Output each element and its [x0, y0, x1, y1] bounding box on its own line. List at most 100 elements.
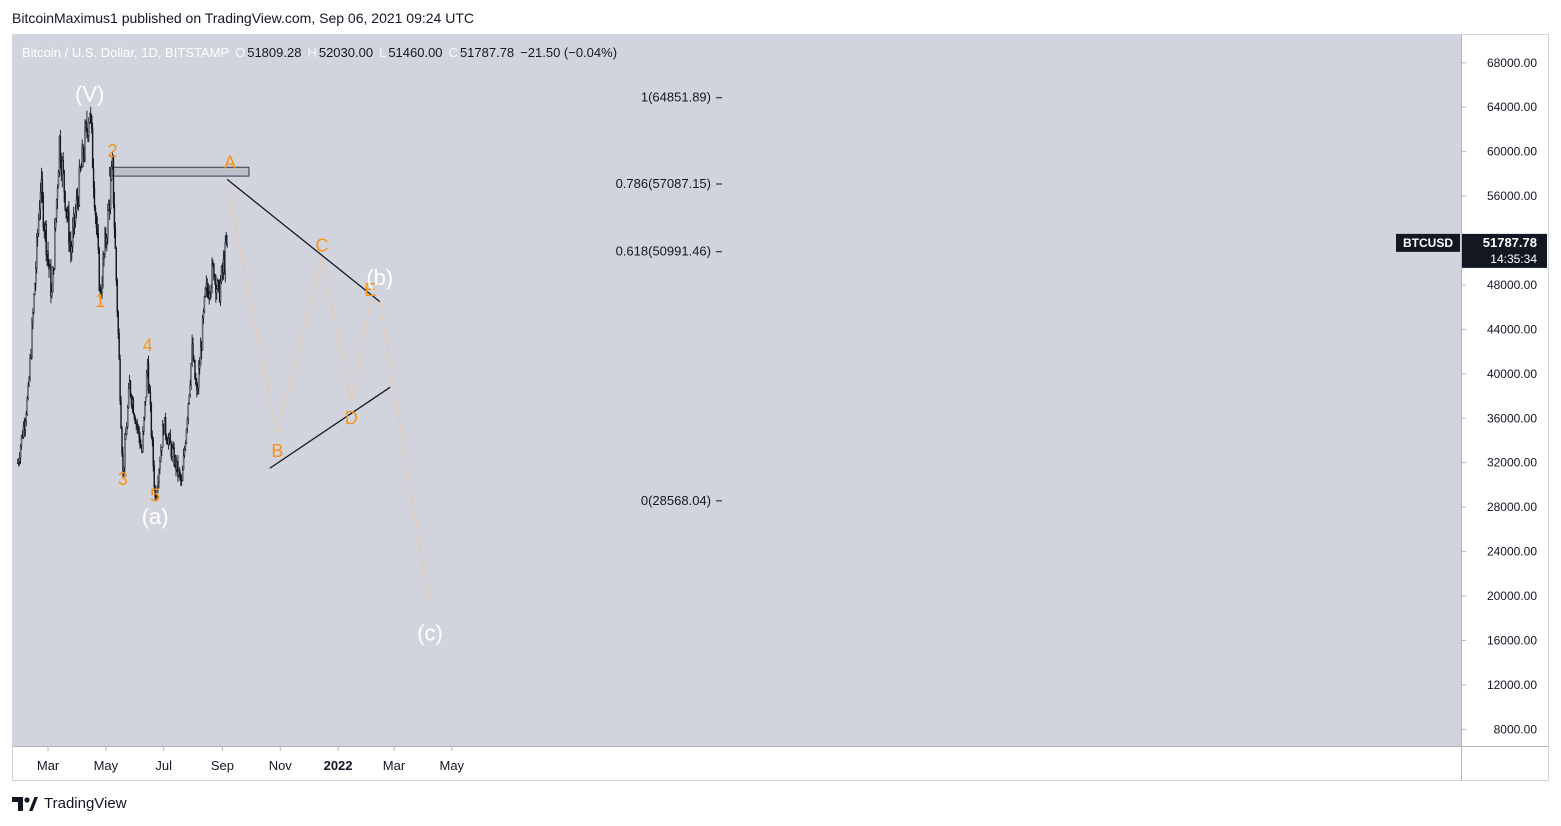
candle-body-down — [192, 343, 194, 361]
wave-label: A — [224, 152, 236, 172]
candle-body-up — [190, 363, 192, 386]
candle — [74, 204, 77, 228]
candle — [22, 421, 25, 439]
candle-body-down — [132, 399, 135, 415]
candle-body-up — [104, 233, 106, 255]
candle-body-down — [165, 435, 168, 442]
candle — [78, 159, 81, 207]
price-chart-svg[interactable]: 1(64851.89) 0.786(57087.15) 0.618(50991.46… — [13, 35, 1461, 746]
candle — [37, 213, 40, 237]
candle — [152, 437, 154, 472]
candle — [126, 404, 129, 430]
candle — [143, 416, 145, 435]
candle — [50, 259, 52, 304]
candle-body-up — [89, 112, 91, 124]
wave-label: 3 — [118, 469, 128, 489]
candlestick-series — [17, 106, 228, 501]
price-axis[interactable]: 68000.0064000.0060000.0056000.0052000.00… — [1396, 35, 1548, 746]
fib-level-label: 0.618(50991.46) — [616, 244, 711, 259]
candle — [125, 427, 127, 440]
price-axis-label: 36000.00 — [1487, 411, 1537, 425]
candle — [148, 383, 151, 394]
candle-body-down — [90, 112, 92, 117]
fib-level-label: 0.786(57087.15) — [616, 176, 711, 191]
candle-body-down — [173, 447, 175, 466]
candle-body-up — [186, 418, 189, 430]
candle — [118, 328, 120, 360]
candle — [82, 143, 84, 168]
candle — [72, 217, 74, 253]
candle — [33, 293, 35, 315]
legend-open-label: O — [235, 45, 246, 60]
resistance-zone[interactable] — [109, 166, 250, 177]
candle — [91, 122, 94, 169]
candle-body-down — [121, 427, 123, 454]
triangle-upper-line[interactable] — [226, 178, 381, 303]
candle-body-down — [48, 260, 50, 270]
candle-body-up — [74, 211, 77, 224]
time-axis[interactable]: Mar May Jul Sep Nov 2022 Mar May — [13, 746, 1461, 780]
candle — [28, 375, 30, 388]
candle-body-up — [39, 191, 42, 210]
plot-area[interactable]: 1(64851.89) 0.786(57087.15) 0.618(50991.46… — [13, 35, 1461, 746]
candle-body-up — [198, 367, 200, 389]
candle-body-down — [115, 248, 117, 281]
current-price-tag[interactable]: BTCUSD 51787.78 14:35:34 — [1396, 233, 1547, 268]
candle-body-down — [50, 266, 52, 297]
candle-body-up — [20, 435, 23, 447]
candle-body-down — [151, 435, 154, 441]
candle — [51, 282, 53, 299]
candle-body-up — [102, 258, 104, 286]
candle-body-up — [162, 424, 164, 448]
price-axis-label: 12000.00 — [1487, 678, 1537, 692]
candle-body-down — [82, 146, 84, 159]
candle-body-up — [84, 127, 86, 158]
chart-frame — [12, 34, 1549, 781]
candle-body-down — [206, 283, 208, 291]
candle-body-up — [220, 266, 223, 283]
candle-body-up — [226, 235, 228, 245]
time-axis-label: Mar — [383, 758, 406, 773]
candle-body-up — [83, 156, 85, 159]
candle-body-down — [64, 191, 66, 210]
candle-body-down — [41, 179, 44, 197]
candle — [92, 158, 95, 199]
candle-body-up — [30, 356, 32, 359]
currency-label[interactable]: USD — [1492, 44, 1518, 58]
candle — [103, 252, 105, 267]
candle-body-up — [203, 296, 206, 312]
candle-body-up — [28, 378, 30, 387]
candle-body-up — [80, 167, 82, 171]
candle — [196, 378, 198, 398]
candle-body-down — [137, 426, 139, 429]
candle-body-down — [139, 436, 141, 447]
candle — [186, 416, 189, 434]
candle — [123, 466, 125, 477]
legend-high: H 52030.00 — [307, 45, 373, 60]
candle — [158, 467, 160, 489]
price-axis-label: 40000.00 — [1487, 367, 1537, 381]
candle-body-up — [101, 285, 103, 293]
candle — [106, 233, 108, 252]
candle-body-up — [145, 372, 148, 398]
tradingview-logo-icon — [12, 796, 38, 811]
time-axis-label: Sep — [211, 758, 234, 773]
price-axis-label: 24000.00 — [1487, 545, 1537, 559]
time-axis-label: May — [94, 758, 119, 773]
candle — [36, 228, 39, 247]
candle-body-up — [188, 394, 190, 404]
candle — [177, 455, 179, 483]
candle-body-up — [24, 421, 27, 430]
candle — [112, 155, 115, 209]
candle — [25, 411, 27, 427]
candle — [226, 235, 228, 248]
candle-body-up — [19, 445, 22, 459]
tradingview-branding[interactable]: TradingView — [12, 795, 127, 812]
triangle-lower-line[interactable] — [269, 386, 391, 469]
candle — [94, 204, 97, 224]
candle-body-up — [37, 218, 40, 235]
candle — [55, 198, 58, 223]
wave-label: 2 — [108, 141, 118, 161]
candle — [140, 439, 142, 449]
candle-body-up — [183, 448, 186, 456]
